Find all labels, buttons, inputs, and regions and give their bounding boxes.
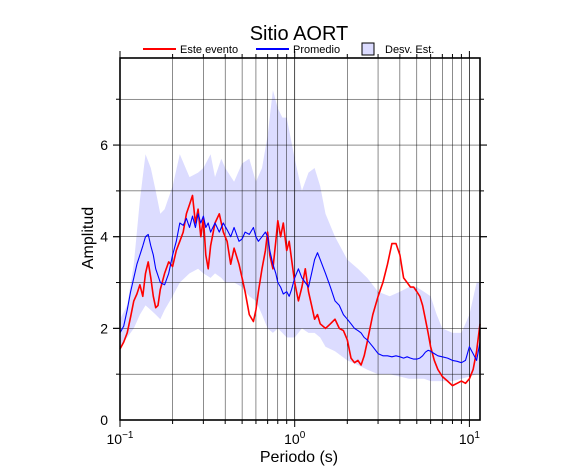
x-tick-label-base: 10 xyxy=(459,431,475,447)
y-axis-label: Amplitud xyxy=(80,207,97,269)
x-tick-label-base: 10 xyxy=(107,431,123,447)
y-tick-label: 6 xyxy=(100,137,108,153)
grid-layer xyxy=(119,58,480,420)
y-tick-label: 0 xyxy=(100,412,108,428)
legend-label-este-evento: Este evento xyxy=(180,44,238,56)
series-line-1 xyxy=(119,194,481,387)
x-tick-label-exponent: 1 xyxy=(474,430,480,441)
std-band xyxy=(120,90,480,382)
x-tick-label-exponent: 0 xyxy=(300,430,306,441)
legend-label-promedio: Promedio xyxy=(293,44,340,56)
x-axis-label: Periodo (s) xyxy=(260,449,338,466)
x-tick-label-exponent: −1 xyxy=(122,430,134,441)
x-axis-ticks: 10−1 100 101 xyxy=(107,51,481,447)
chart-title: Sitio AORT xyxy=(250,23,349,45)
x-tick-label: 100 xyxy=(284,430,306,447)
y-tick-label: 2 xyxy=(100,320,108,336)
x-tick-label: 101 xyxy=(459,430,481,447)
series-layer xyxy=(119,194,481,387)
plot-frame xyxy=(119,57,481,421)
legend-swatch-desv-est xyxy=(361,42,375,56)
x-tick-label: 10−1 xyxy=(107,430,134,447)
std-band-layer xyxy=(120,90,480,382)
x-tick-label-base: 10 xyxy=(284,431,300,447)
y-axis-ticks: 0 2 4 6 xyxy=(100,98,487,428)
legend-label-desv-est: Desv. Est. xyxy=(385,44,434,56)
series-line-2 xyxy=(119,213,481,364)
y-tick-label: 4 xyxy=(100,229,108,245)
legend: Este evento Promedio Desv. Est. xyxy=(143,42,434,56)
